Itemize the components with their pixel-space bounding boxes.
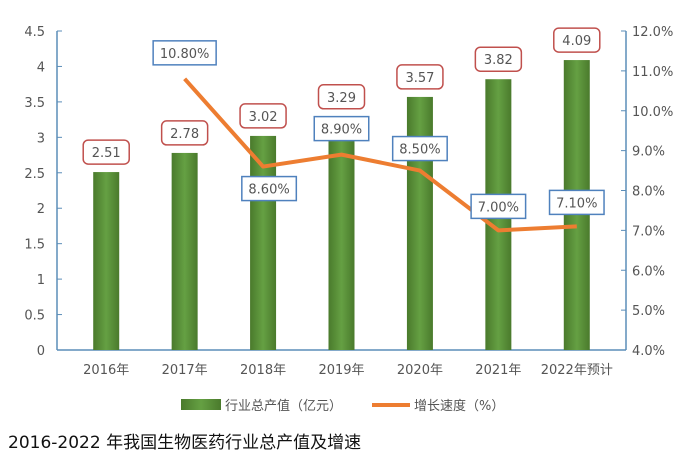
growth-line [183,77,577,233]
bar-data-label: 3.57 [405,71,434,86]
line-data-label: 7.10% [556,196,597,211]
bar-data-label-box [553,27,601,53]
left-tick-label: 3.5 [24,96,45,111]
line-data-label: 8.60% [248,183,289,198]
line-data-label-box [313,115,370,142]
bar-data-label: 2.51 [92,146,121,161]
bar-data-label-box [82,139,130,165]
x-tick-label: 2021年 [475,363,521,378]
left-tick-label: 0 [37,344,45,359]
line-data-label: 8.90% [321,123,362,138]
legend-bar-label: 行业总产值（亿元） [225,398,342,414]
bar-data-label: 3.29 [327,91,356,106]
line-data-label: 8.50% [399,143,440,158]
bar-data-label: 3.02 [249,110,278,125]
x-tick-label: 2019年 [318,363,364,378]
x-tick-label: 2017年 [162,363,208,378]
left-tick-label: 4 [37,60,45,75]
bar-data-label-box [474,46,523,72]
right-tick-label: 4.0% [632,344,665,359]
bar-data-label-box [317,84,366,110]
left-tick-label: 2 [37,202,45,217]
line-data-label-box [241,175,298,202]
line-data-label-box [391,135,448,162]
left-tick-label: 1.5 [24,238,45,253]
x-tick-label: 2022年预计 [541,363,613,378]
line-data-label: 7.00% [478,200,519,215]
right-tick-label: 11.0% [632,65,673,80]
right-tick-label: 12.0% [632,25,673,40]
right-tick-label: 5.0% [632,304,665,319]
bar [406,96,433,350]
bar [328,116,355,350]
x-tick-label: 2018年 [240,363,286,378]
line-data-label-box [152,40,217,66]
line-data-label: 10.80% [160,47,210,62]
right-tick-label: 10.0% [632,105,673,120]
x-tick-label: 2020年 [397,363,443,378]
bar [93,172,120,350]
bar [250,135,277,350]
right-tick-label: 7.0% [632,224,665,239]
legend-line-label: 增长速度（%） [414,398,504,414]
bar-data-label: 2.78 [170,127,199,142]
left-tick-label: 3 [37,131,45,146]
line-data-label-box [548,189,605,216]
left-tick-label: 4.5 [24,25,45,40]
line-data-label-box [470,193,527,220]
bar-data-label-box [160,120,209,146]
bar-data-label: 4.09 [562,34,591,49]
left-tick-label: 1 [37,273,45,288]
bar-data-label: 3.82 [484,53,513,68]
legend-bar-swatch [181,399,221,410]
right-tick-label: 9.0% [632,145,665,160]
x-tick-label: 2016年 [83,363,129,378]
bar [171,152,198,350]
right-tick-label: 6.0% [632,264,665,279]
right-tick-label: 8.0% [632,185,665,200]
left-tick-label: 0.5 [24,309,45,324]
bar-data-label-box [239,103,287,129]
chart-title: 2016-2022 年我国生物医药行业总产值及增速 [8,433,362,453]
left-tick-label: 2.5 [24,167,45,182]
bar-data-label-box [396,64,444,90]
